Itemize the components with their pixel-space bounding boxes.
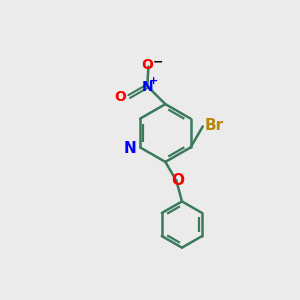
Text: N: N <box>123 141 136 156</box>
Text: O: O <box>171 173 184 188</box>
Text: +: + <box>149 76 158 86</box>
Text: −: − <box>153 56 164 69</box>
Text: Br: Br <box>205 118 224 133</box>
Text: O: O <box>141 58 153 72</box>
Text: O: O <box>114 90 126 104</box>
Text: N: N <box>142 80 153 94</box>
